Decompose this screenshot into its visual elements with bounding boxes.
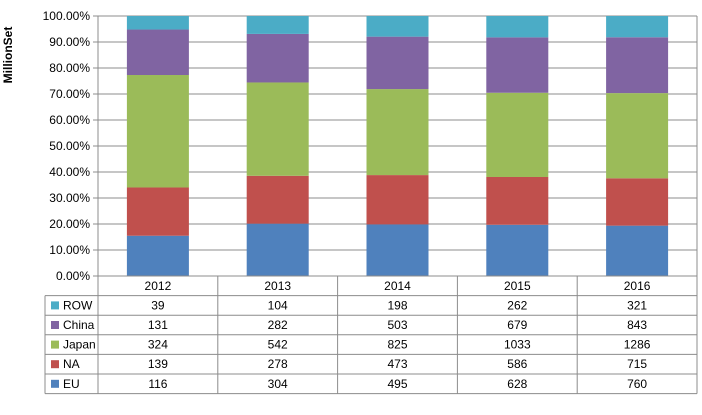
bar-segment-japan-2014 [366, 89, 429, 176]
table-cell-japan-2012: 324 [148, 338, 168, 352]
x-tick-label: 2012 [145, 279, 172, 293]
bar-segment-china-2013 [246, 33, 309, 83]
table-cell-japan-2016: 1286 [624, 338, 651, 352]
y-tick-label: 60.00% [49, 113, 90, 127]
bar-segment-na-2016 [606, 178, 669, 226]
bars [126, 16, 669, 276]
legend-swatch-row [51, 301, 59, 310]
table-cell-na-2016: 715 [627, 357, 647, 371]
table-cell-row-2012: 39 [151, 298, 165, 312]
x-tick-label: 2015 [504, 279, 531, 293]
bar-segment-china-2015 [486, 37, 549, 93]
table-cell-row-2013: 104 [268, 298, 288, 312]
y-tick-label: 20.00% [49, 217, 90, 231]
legend-label-eu: EU [63, 377, 80, 391]
table-cell-na-2014: 473 [387, 357, 407, 371]
bar-segment-china-2012 [126, 29, 189, 76]
table-cell-na-2013: 278 [268, 357, 288, 371]
y-tick-label: 90.00% [49, 35, 90, 49]
y-axis-title: MillionSet [1, 27, 15, 84]
bar-segment-row-2014 [366, 16, 429, 37]
bar-segment-row-2012 [126, 16, 189, 30]
table-cell-japan-2015: 1033 [504, 338, 531, 352]
legend-swatch-china [51, 321, 59, 329]
bar-segment-row-2013 [246, 16, 309, 34]
legend-swatch-na [51, 360, 59, 369]
y-tick-label: 40.00% [49, 165, 90, 179]
table-cell-eu-2014: 495 [387, 377, 407, 391]
table-cell-row-2016: 321 [627, 298, 647, 312]
table-cell-eu-2013: 304 [268, 377, 288, 391]
table-cell-row-2015: 262 [507, 298, 527, 312]
bar-segment-eu-2014 [366, 224, 429, 276]
table-cell-na-2015: 586 [507, 357, 527, 371]
legend-label-row: ROW [63, 298, 93, 312]
table-cell-china-2014: 503 [387, 318, 407, 332]
bar-segment-na-2014 [366, 175, 429, 225]
bar-segment-eu-2016 [606, 225, 669, 276]
x-tick-label: 2014 [384, 279, 411, 293]
data-table: 2012 2013 2014 2015 2016 ROW 39 104 198 262 321 Chi… [44, 275, 698, 395]
bar-segment-eu-2015 [486, 224, 549, 276]
y-tick-label: 100.00% [43, 9, 91, 23]
bar-segment-row-2016 [606, 16, 669, 38]
bar-segment-china-2016 [606, 37, 669, 94]
bar-segment-row-2015 [486, 16, 549, 38]
table-cell-japan-2014: 825 [387, 338, 407, 352]
table-cell-china-2016: 843 [627, 318, 647, 332]
table-cell-china-2013: 282 [268, 318, 288, 332]
bar-segment-eu-2013 [246, 223, 309, 276]
y-tick-label: 70.00% [49, 87, 90, 101]
bar-segment-eu-2012 [126, 235, 189, 276]
y-tick-label: 0.00% [56, 269, 90, 283]
bar-segment-na-2015 [486, 176, 549, 225]
table-cell-eu-2016: 760 [627, 377, 647, 391]
bar-segment-japan-2012 [126, 75, 189, 188]
bar-segment-japan-2015 [486, 92, 549, 177]
y-tick-label: 10.00% [49, 243, 90, 257]
bar-segment-japan-2013 [246, 82, 309, 176]
table-cell-row-2014: 198 [387, 298, 407, 312]
bar-segment-na-2013 [246, 175, 309, 224]
legend-label-china: China [63, 318, 95, 332]
bar-segment-japan-2016 [606, 93, 669, 179]
bar-segment-china-2014 [366, 36, 429, 90]
y-tick-label: 50.00% [49, 139, 90, 153]
table-cell-na-2012: 139 [148, 357, 168, 371]
table-cell-china-2015: 679 [507, 318, 527, 332]
table-cell-eu-2012: 116 [148, 377, 167, 391]
legend-swatch-japan [51, 340, 59, 349]
bar-segment-na-2012 [126, 187, 189, 236]
legend-swatch-eu [51, 379, 59, 388]
y-tick-label: 80.00% [49, 61, 90, 75]
y-axis: 0.00% 10.00% 20.00% 30.00% 40.00% 50.00% 60.00… [43, 9, 698, 283]
legend-label-na: NA [63, 357, 80, 371]
y-tick-label: 30.00% [49, 191, 90, 205]
legend-label-japan: Japan [63, 338, 96, 352]
x-tick-label: 2013 [264, 279, 291, 293]
table-cell-china-2012: 131 [148, 318, 168, 332]
x-tick-label: 2016 [624, 279, 651, 293]
table-cell-eu-2015: 628 [507, 377, 527, 391]
table-cell-japan-2013: 542 [268, 338, 288, 352]
